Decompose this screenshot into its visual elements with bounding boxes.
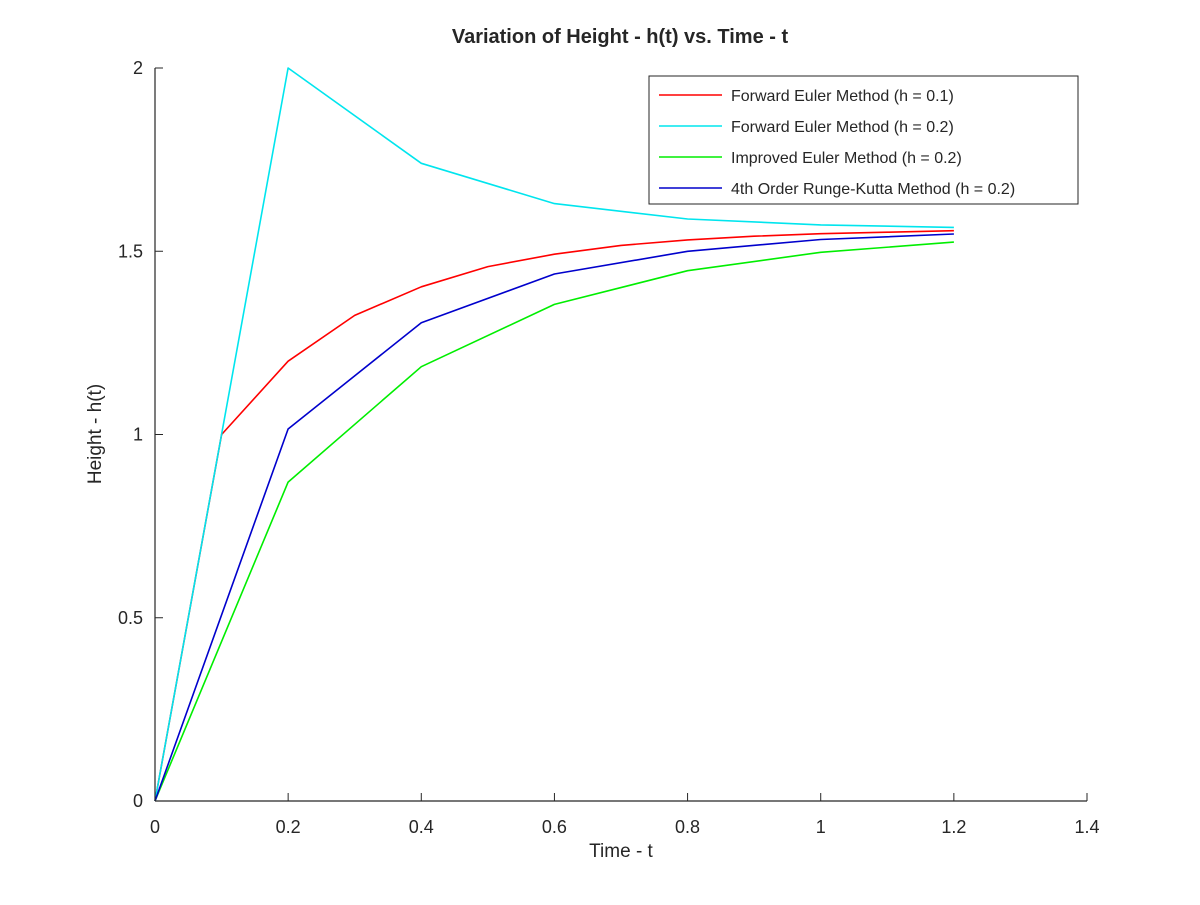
x-tick-label: 0.2 (276, 817, 301, 837)
x-tick-label: 1.2 (941, 817, 966, 837)
y-tick-label: 1.5 (118, 241, 143, 261)
y-axis-label: Height - h(t) (85, 384, 106, 484)
legend-box (648, 75, 1079, 205)
x-axis-label: Time - t (589, 841, 653, 862)
legend-label: Forward Euler Method (h = 0.2) (731, 119, 954, 136)
x-ticks: 0 0.2 0.4 0.6 0.8 1 1.2 1.4 (150, 793, 1100, 837)
y-ticks: 0 0.5 1 1.5 2 (118, 58, 163, 811)
series-layer (154, 67, 954, 802)
legend-item-2: Improved Euler Method (h = 0.2) (659, 150, 962, 167)
x-tick-label: 0.8 (675, 817, 700, 837)
y-tick-label: 0 (133, 791, 143, 811)
legend-label: Improved Euler Method (h = 0.2) (731, 150, 962, 167)
legend: Forward Euler Method (h = 0.1) Forward Eu… (648, 75, 1079, 205)
series-line-0 (154, 229, 954, 802)
series-line-2 (154, 241, 954, 802)
x-tick-label: 0.6 (542, 817, 567, 837)
legend-items: Forward Euler Method (h = 0.1) Forward Eu… (659, 88, 1015, 198)
x-tick-label: 0.4 (409, 817, 434, 837)
y-tick-label: 1 (133, 425, 143, 445)
legend-item-1: Forward Euler Method (h = 0.2) (659, 119, 954, 136)
legend-item-0: Forward Euler Method (h = 0.1) (659, 88, 954, 105)
series-line-1 (154, 67, 954, 802)
legend-item-3: 4th Order Runge-Kutta Method (h = 0.2) (659, 181, 1015, 198)
chart-title: Variation of Height - h(t) vs. Time - t (452, 26, 789, 48)
legend-label: 4th Order Runge-Kutta Method (h = 0.2) (731, 181, 1015, 198)
x-tick-label: 0 (150, 817, 160, 837)
legend-label: Forward Euler Method (h = 0.1) (731, 88, 954, 105)
x-tick-label: 1 (816, 817, 826, 837)
y-tick-label: 2 (133, 58, 143, 78)
series-line-3 (154, 233, 954, 802)
x-tick-label: 1.4 (1074, 817, 1099, 837)
y-tick-label: 0.5 (118, 608, 143, 628)
